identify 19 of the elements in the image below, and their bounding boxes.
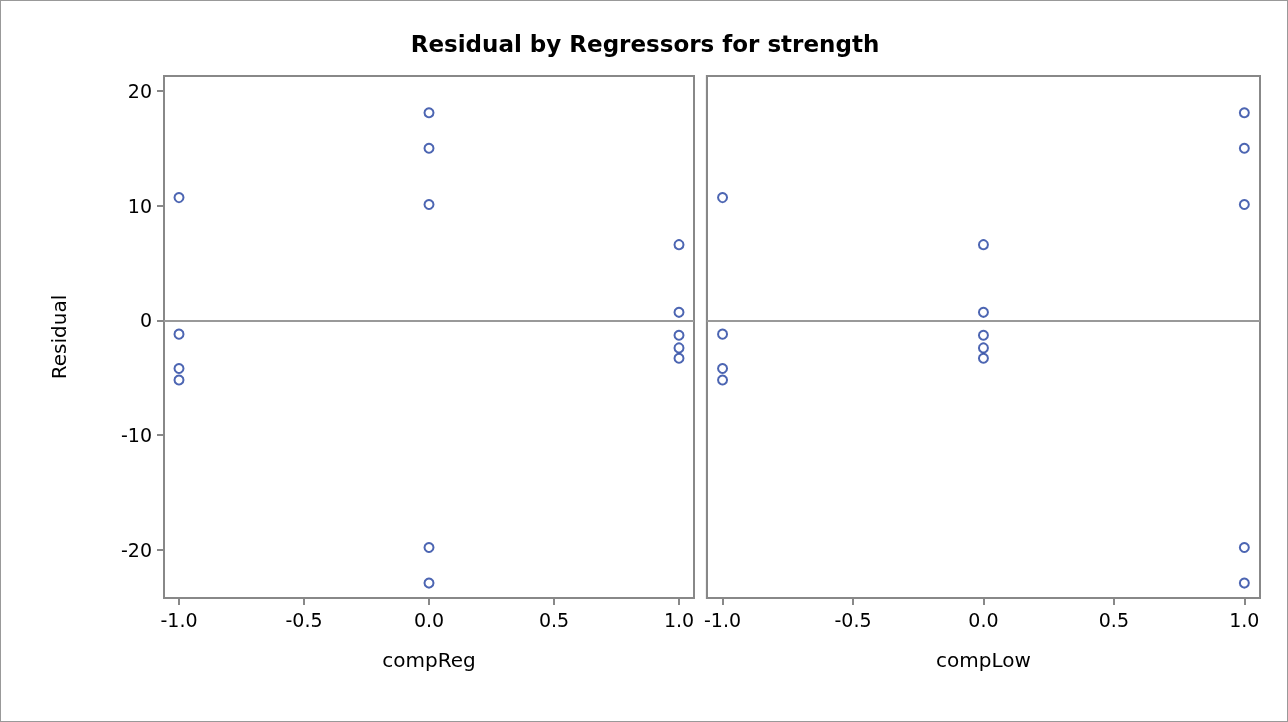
x-axis-title: compReg (382, 648, 476, 672)
y-tick-label: 10 (127, 194, 152, 217)
x-tick-label: 0.0 (968, 608, 999, 631)
x-tick-label: 0.5 (538, 608, 570, 631)
x-axis-title: compLow (936, 648, 1031, 672)
x-tick-label: -1.0 (160, 608, 198, 631)
x-tick-label: -0.5 (285, 608, 323, 631)
x-tick-label: 1.0 (663, 608, 695, 631)
x-tick-label: 0.0 (413, 608, 445, 631)
chart-title: Residual by Regressors for strength (409, 31, 881, 57)
y-tick-label: 0 (139, 309, 152, 332)
y-tick-label: -10 (120, 424, 152, 447)
y-tick-label: 20 (127, 79, 152, 102)
x-tick-label: 1.0 (1229, 608, 1260, 631)
x-tick-label: -1.0 (704, 608, 742, 631)
y-tick-label: -20 (120, 538, 152, 561)
y-axis-title: Residual (47, 294, 71, 380)
x-tick-label: 0.5 (1098, 608, 1129, 631)
x-tick-label: -0.5 (834, 608, 872, 631)
